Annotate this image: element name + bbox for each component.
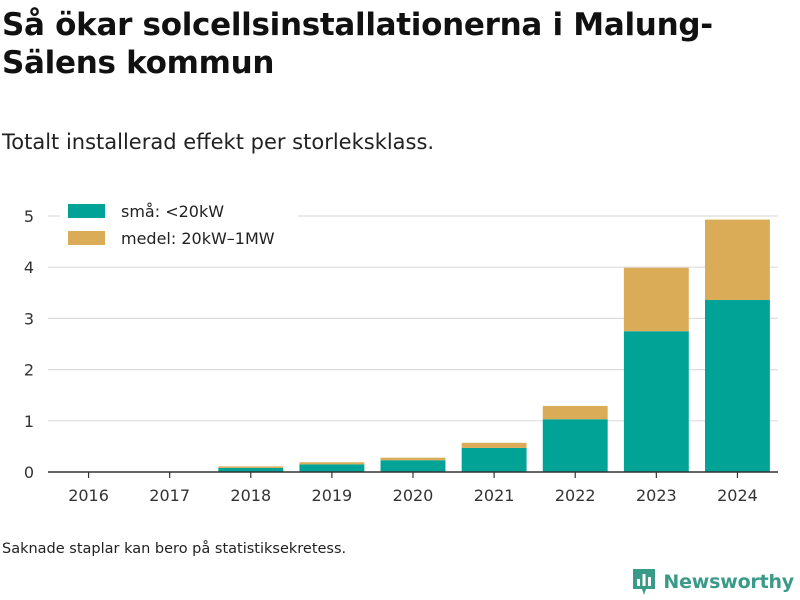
x-tick-label: 2024 (717, 486, 758, 505)
chart-subtitle: Totalt installerad effekt per storlekskl… (2, 130, 435, 154)
legend-swatch (68, 204, 105, 218)
y-tick-label: 4 (24, 258, 34, 277)
bar-medium-2023 (623, 267, 689, 332)
bar-medium-2020 (380, 457, 446, 461)
bar-medium-2021 (461, 442, 527, 448)
bar-medium-2018 (218, 466, 284, 468)
bars (218, 219, 770, 472)
legend-label: medel: 20kW–1MW (121, 229, 275, 248)
legend-swatch (68, 231, 105, 245)
bar-chart-logo-icon (633, 569, 656, 595)
x-tick-label: 2022 (555, 486, 596, 505)
x-tick-label: 2016 (68, 486, 109, 505)
y-tick-label: 0 (24, 463, 34, 482)
x-tick-label: 2018 (230, 486, 271, 505)
bar-small-2022 (542, 419, 608, 472)
brand-logo[interactable]: Newsworthy (631, 568, 794, 596)
brand-name: Newsworthy (663, 571, 794, 593)
stacked-bar-chart: 0 1 2 3 4 5 2016 2017 2018 2019 2020 2021 2022 2023 20… (24, 198, 778, 505)
bar-small-2021 (461, 447, 527, 472)
y-tick-label: 1 (24, 412, 34, 431)
bar-small-2023 (623, 331, 689, 472)
x-tick-label: 2020 (393, 486, 434, 505)
bar-small-2019 (299, 464, 365, 472)
x-tick-label: 2019 (312, 486, 353, 505)
x-tick-label: 2017 (149, 486, 190, 505)
y-tick-label: 5 (24, 207, 34, 226)
legend: små: <20kW medel: 20kW–1MW (60, 198, 298, 258)
bar-medium-2024 (705, 219, 770, 300)
x-tick-label: 2023 (636, 486, 677, 505)
bar-small-2018 (218, 467, 284, 472)
bar-medium-2019 (299, 462, 365, 465)
bar-medium-2022 (542, 405, 608, 420)
bar-small-2020 (380, 460, 446, 472)
axes: 0 1 2 3 4 5 2016 2017 2018 2019 2020 2021 2022 2023 20… (24, 207, 778, 505)
x-tick-label: 2021 (474, 486, 515, 505)
y-tick-label: 2 (24, 361, 34, 380)
chart-title: Så ökar solcellsinstallationerna i Malun… (2, 7, 713, 81)
y-tick-label: 3 (24, 309, 34, 328)
footnote: Saknade staplar kan bero på statistiksek… (2, 541, 347, 557)
legend-label: små: <20kW (121, 202, 224, 221)
bar-small-2024 (705, 299, 770, 472)
